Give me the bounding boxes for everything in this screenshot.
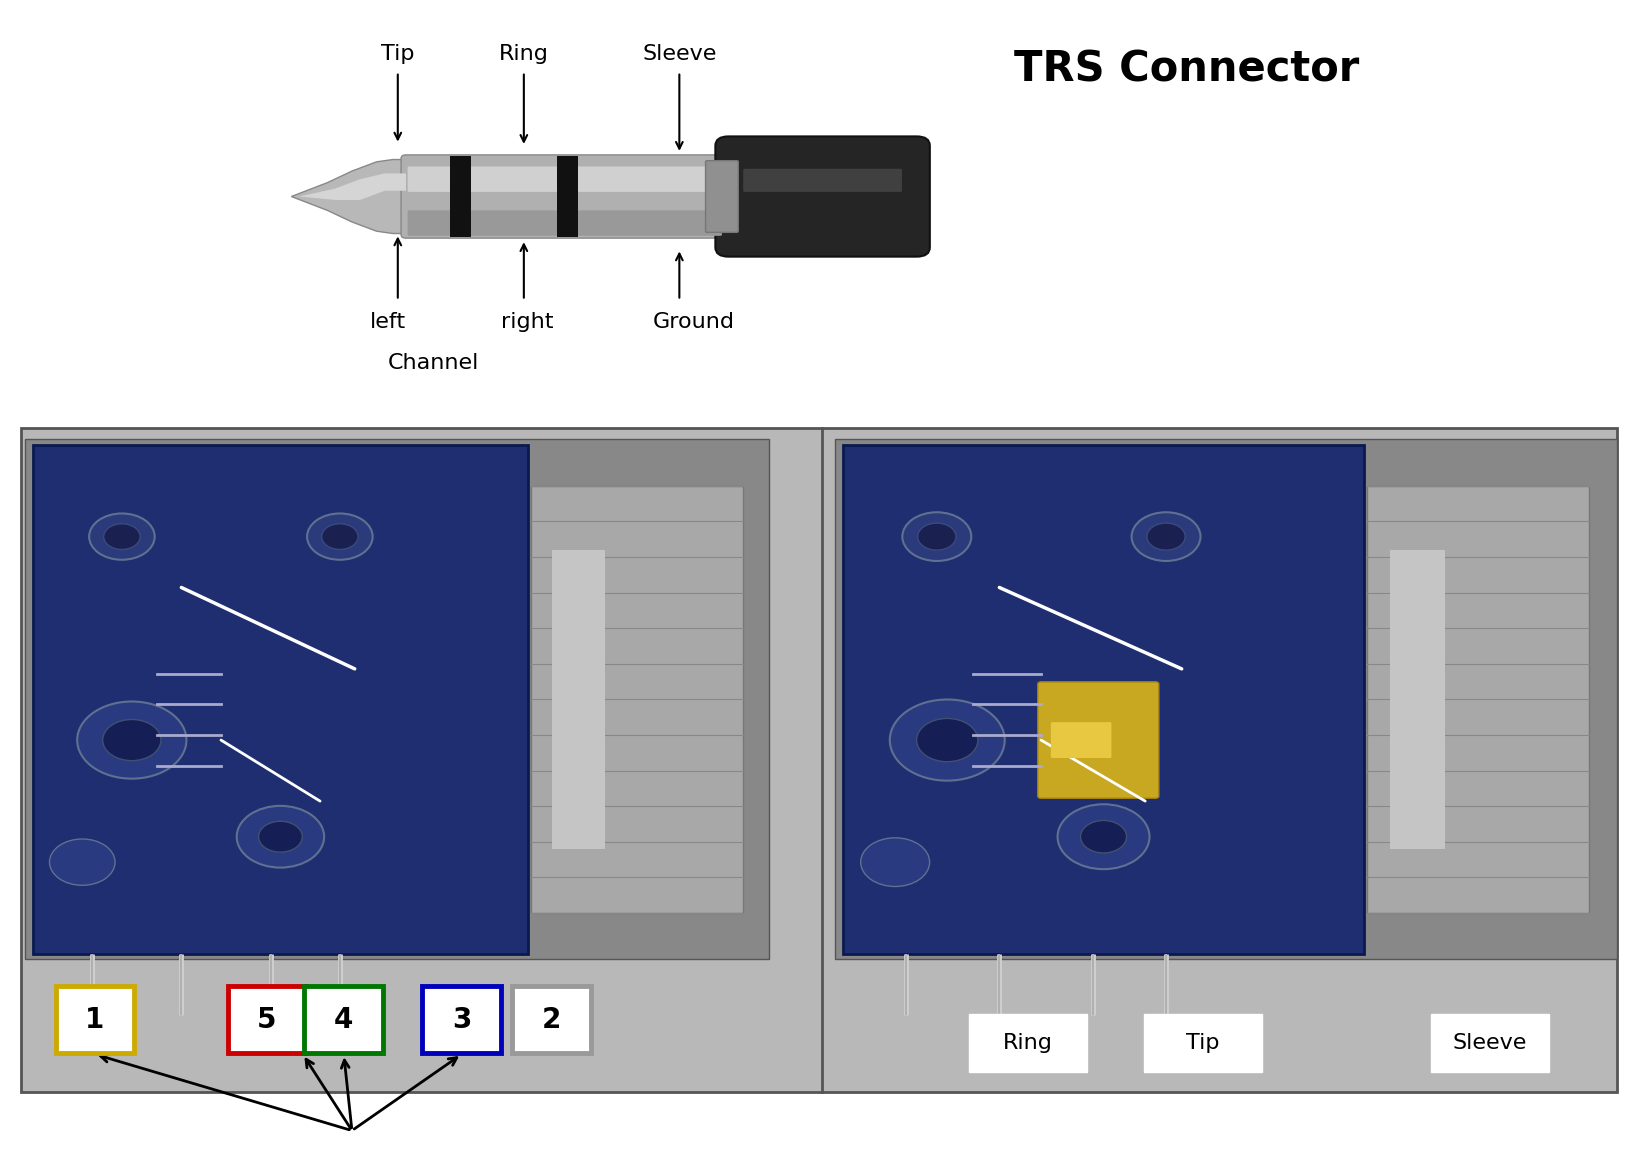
Bar <box>21 428 1617 1092</box>
Bar <box>450 156 471 237</box>
Circle shape <box>321 524 359 549</box>
Text: 5: 5 <box>257 1006 277 1033</box>
Circle shape <box>103 719 160 761</box>
Bar <box>33 445 529 954</box>
Text: Tip: Tip <box>381 44 414 64</box>
Text: right: right <box>501 312 553 332</box>
Bar <box>304 986 383 1053</box>
Circle shape <box>917 718 977 762</box>
Text: 4: 4 <box>334 1006 354 1033</box>
Bar <box>422 986 501 1053</box>
Text: Ring: Ring <box>1003 1032 1053 1053</box>
Bar <box>512 986 591 1053</box>
Circle shape <box>861 838 930 887</box>
Circle shape <box>308 513 373 560</box>
FancyBboxPatch shape <box>408 166 722 192</box>
Bar <box>25 439 769 959</box>
Bar <box>1367 486 1590 913</box>
Polygon shape <box>291 160 406 234</box>
Circle shape <box>259 821 303 852</box>
FancyBboxPatch shape <box>401 155 730 238</box>
Polygon shape <box>300 173 406 200</box>
Circle shape <box>103 524 141 549</box>
Bar <box>56 986 134 1053</box>
Circle shape <box>88 513 154 560</box>
Text: Ring: Ring <box>499 44 548 64</box>
Text: left: left <box>370 312 406 332</box>
Circle shape <box>1131 512 1200 561</box>
Circle shape <box>891 699 1005 780</box>
Text: 2: 2 <box>542 1006 561 1033</box>
Bar <box>532 486 743 913</box>
Circle shape <box>1058 805 1149 869</box>
Text: 3: 3 <box>452 1006 471 1033</box>
Bar <box>1431 1014 1549 1072</box>
Text: Sleeve: Sleeve <box>1452 1032 1527 1053</box>
FancyBboxPatch shape <box>743 169 902 192</box>
Circle shape <box>1148 523 1185 550</box>
FancyBboxPatch shape <box>715 136 930 257</box>
Bar <box>969 1014 1087 1072</box>
FancyBboxPatch shape <box>706 161 738 232</box>
FancyBboxPatch shape <box>1051 722 1112 758</box>
Text: Sleeve: Sleeve <box>642 44 717 64</box>
FancyBboxPatch shape <box>1038 682 1159 799</box>
Bar <box>553 550 606 849</box>
Bar <box>843 445 1364 954</box>
Circle shape <box>237 806 324 867</box>
Circle shape <box>77 702 187 779</box>
Circle shape <box>918 523 956 550</box>
Text: 1: 1 <box>85 1006 105 1033</box>
Text: Channel: Channel <box>388 353 480 372</box>
Bar <box>1390 550 1445 849</box>
FancyBboxPatch shape <box>408 210 722 236</box>
Bar <box>1144 1014 1262 1072</box>
Circle shape <box>1080 821 1126 853</box>
Circle shape <box>49 839 115 885</box>
Bar <box>835 439 1617 959</box>
Circle shape <box>902 512 971 561</box>
Text: Ground: Ground <box>653 312 735 332</box>
Text: TRS Connector: TRS Connector <box>1015 49 1359 90</box>
Text: Tip: Tip <box>1187 1032 1220 1053</box>
Bar <box>228 986 306 1053</box>
Bar <box>557 156 578 237</box>
